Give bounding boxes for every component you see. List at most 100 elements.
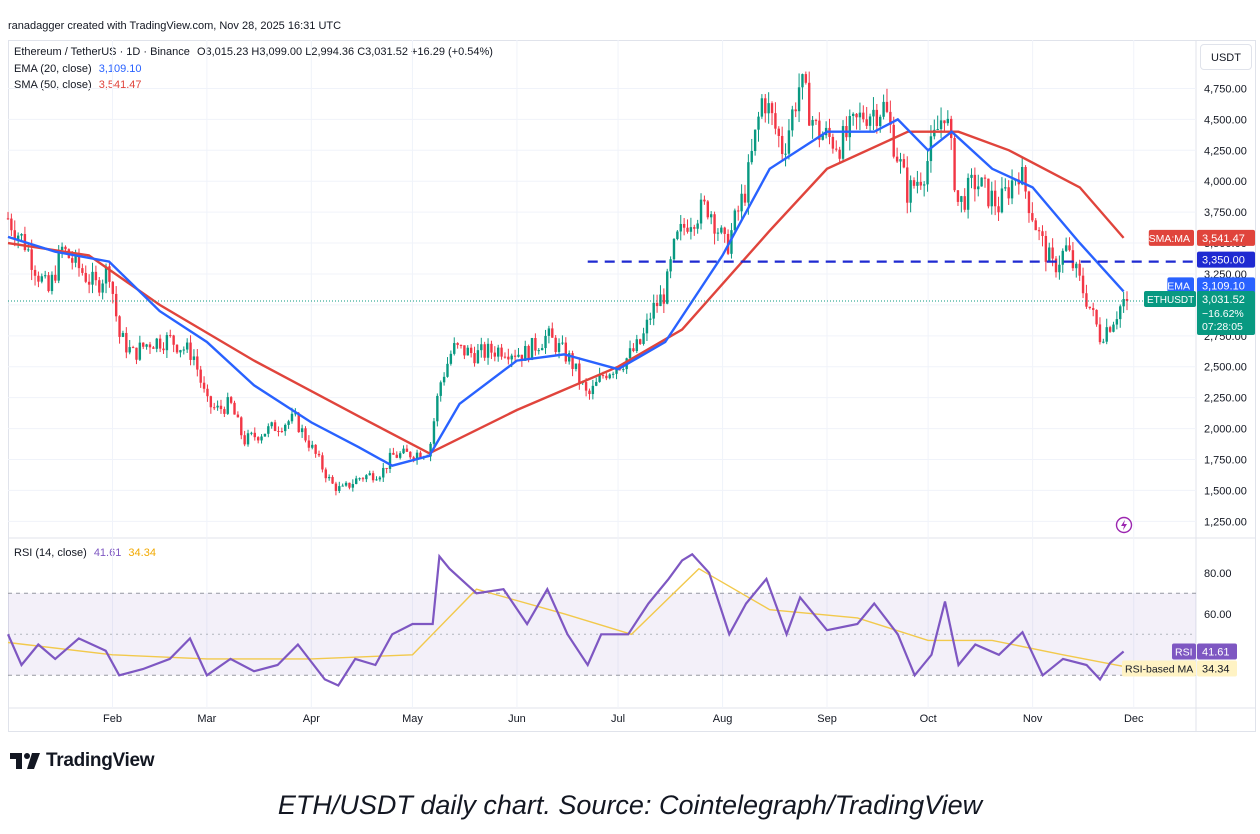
rsi-tag-value-box	[1197, 643, 1237, 660]
candle-body	[307, 440, 311, 448]
rsi-tag-title: RSI	[1175, 646, 1193, 658]
chart-canvas[interactable]: 1,250.00 1,500.00 1,750.00 2,000.00 2,250.00…	[0, 0, 1260, 740]
candle-body	[645, 319, 649, 334]
ema-legend[interactable]: EMA (20, close) 3,109.10	[14, 63, 142, 75]
time-tick-label: Sep	[817, 713, 837, 725]
candle-body	[388, 452, 392, 469]
time-tick-label: Jul	[611, 713, 625, 725]
sma-price-tag: SMA:MA 3,541.47	[1149, 229, 1255, 246]
candle-body	[175, 344, 179, 353]
candle-body	[787, 130, 791, 154]
candle-body	[791, 109, 794, 131]
candle-body	[493, 352, 497, 357]
candle-body	[199, 369, 202, 383]
candle-body	[557, 343, 561, 352]
rsi-ma-value: 34.34	[128, 547, 156, 559]
candle-body	[615, 368, 618, 374]
candle-body	[527, 346, 530, 360]
symbol-legend[interactable]: Ethereum / TetherUS · 1D · Binance O3,01…	[14, 46, 493, 58]
candle-body	[152, 347, 155, 349]
candle-body	[270, 422, 273, 427]
candle-body	[155, 338, 158, 349]
candle-body	[530, 338, 534, 360]
candle-body	[277, 430, 280, 432]
price-tick-label: 2,000.00	[1204, 424, 1247, 436]
time-tick-label: Feb	[103, 713, 122, 725]
candle-body	[699, 199, 703, 224]
candle-body	[909, 180, 912, 203]
candle-body	[334, 483, 338, 491]
candle-body	[1061, 250, 1064, 265]
candle-body	[429, 443, 432, 457]
flash-icon[interactable]	[1115, 516, 1133, 534]
price-tick-label: 4,250.00	[1204, 145, 1247, 157]
candle-body	[1091, 308, 1095, 310]
candle-body	[584, 382, 588, 391]
candle-body	[273, 422, 277, 431]
tradingview-logo[interactable]: TradingView	[10, 749, 155, 773]
candle-body	[294, 413, 297, 415]
currency-selector[interactable]: USDT	[1200, 44, 1252, 70]
candle-body	[872, 109, 875, 117]
candle-body	[6, 218, 10, 220]
candle-body	[1027, 191, 1031, 214]
time-tick-label: Jun	[508, 713, 526, 725]
time-tick-label: Nov	[1023, 713, 1043, 725]
candle-body	[1125, 298, 1129, 301]
candle-body	[246, 433, 250, 445]
candle-body	[814, 120, 818, 122]
candle-body	[926, 161, 929, 185]
candle-body	[956, 190, 960, 202]
ema-label: EMA (20, close)	[14, 63, 92, 75]
candle-body	[706, 201, 709, 218]
ema-price-tag-value: 3,109.10	[1202, 280, 1245, 292]
candle-body	[933, 129, 936, 137]
candle-body	[1020, 167, 1024, 185]
candle-body	[686, 227, 689, 232]
candle-body	[148, 344, 152, 348]
ema-price-tag-title-box	[1167, 277, 1194, 294]
candle-body	[131, 347, 135, 349]
candle-body	[442, 376, 446, 383]
candle-body	[87, 281, 91, 285]
ohlc-values: O3,015.23 H3,099.00 L2,994.36 C3,031.52 …	[196, 46, 493, 58]
candle-body	[554, 337, 557, 352]
candle-body	[71, 258, 74, 263]
candle-body	[40, 276, 44, 282]
candle-body	[561, 342, 564, 344]
candle-body	[862, 112, 865, 120]
candle-body	[1000, 188, 1004, 213]
candle-body	[338, 486, 341, 491]
ema-price-tag-title: EMA	[1167, 280, 1190, 292]
candle-body	[784, 153, 787, 155]
candle-body	[287, 421, 290, 425]
candle-body	[500, 347, 503, 357]
candle-body	[358, 478, 361, 480]
candle-body	[121, 332, 125, 337]
price-tick-label: 2,500.00	[1204, 362, 1247, 374]
candle-body	[382, 467, 385, 478]
rsi-legend[interactable]: RSI (14, close) 41.61 34.34	[14, 547, 156, 559]
rsi-ma-tag-title: RSI-based MA	[1125, 663, 1193, 675]
candle-body	[496, 347, 500, 357]
candle-body	[81, 268, 84, 273]
candle-body	[946, 118, 950, 124]
candle-body	[571, 353, 574, 369]
candle-body	[104, 266, 108, 284]
candle-body	[906, 167, 909, 203]
candle-body	[1085, 293, 1088, 307]
candle-body	[10, 218, 13, 231]
candle-body	[189, 342, 192, 360]
candle-body	[567, 353, 571, 362]
candle-body	[135, 347, 138, 360]
candle-body	[317, 453, 321, 456]
candle-body	[679, 223, 682, 232]
candle-body	[1115, 319, 1119, 325]
candle-body	[517, 354, 520, 357]
price-tick-label: 1,750.00	[1204, 455, 1247, 467]
candle-body	[233, 402, 236, 415]
candle-body	[1031, 213, 1034, 221]
candle-body	[963, 196, 966, 210]
candle-body	[919, 181, 922, 186]
candle-body	[524, 346, 527, 361]
